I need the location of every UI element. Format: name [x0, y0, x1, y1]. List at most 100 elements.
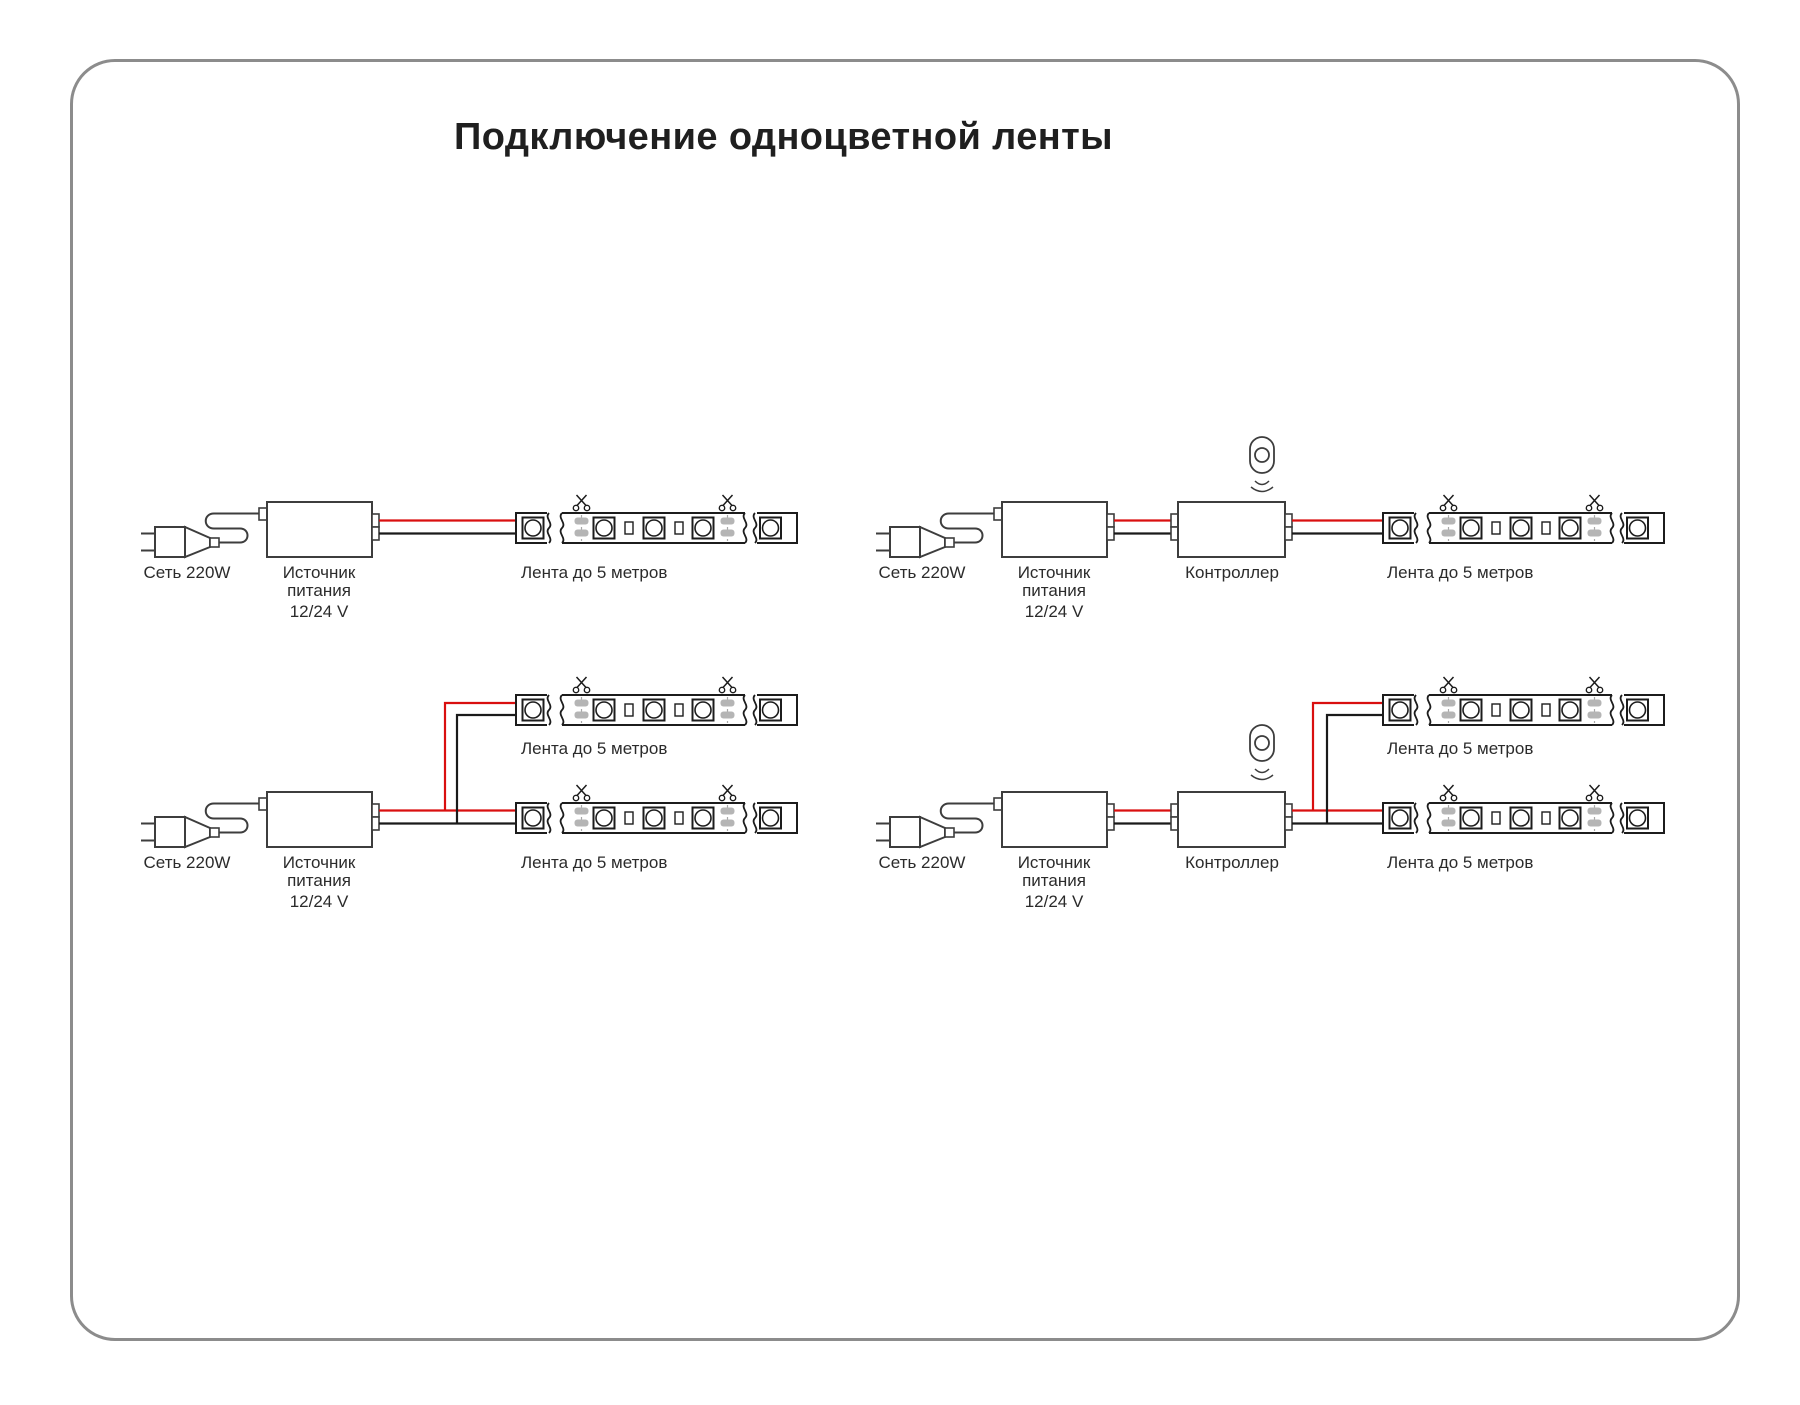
scissors-icon — [572, 784, 591, 802]
solder-pad — [574, 699, 589, 707]
solder-pad — [1441, 699, 1456, 707]
psu-label: Источник — [282, 563, 356, 582]
psu-input-terminal — [258, 797, 268, 811]
led-strip — [1382, 784, 1665, 834]
solder-pad — [1587, 819, 1602, 827]
resistor-chip — [1541, 703, 1551, 717]
psu-box — [993, 791, 1115, 848]
page-frame — [70, 59, 1740, 1341]
solder-pad — [1587, 807, 1602, 815]
voltage-label: 12/24 V — [289, 602, 349, 621]
scissors-icon — [718, 676, 737, 694]
controller-output-terminal — [1284, 816, 1293, 831]
solder-pad — [720, 699, 735, 707]
psu-output-terminal — [1106, 513, 1115, 528]
scissors-icon — [572, 494, 591, 512]
scissors-icon — [1439, 494, 1458, 512]
psu-output-terminal — [371, 803, 380, 818]
psu-label: питания — [1022, 581, 1086, 600]
led-strip — [515, 784, 798, 834]
resistor-chip — [674, 703, 684, 717]
psu-label: питания — [287, 871, 351, 890]
psu-output-terminal — [1106, 816, 1115, 831]
resistor-chip — [1491, 521, 1501, 535]
psu-label: Источник — [1017, 563, 1091, 582]
scissors-icon — [1439, 676, 1458, 694]
strip-label: Лента до 5 метров — [1387, 853, 1534, 872]
solder-pad — [1587, 711, 1602, 719]
solder-pad — [1587, 529, 1602, 537]
solder-pad — [574, 711, 589, 719]
solder-pad — [574, 529, 589, 537]
psu-input-terminal — [993, 797, 1003, 811]
solder-pad — [1441, 819, 1456, 827]
psu-box — [258, 501, 380, 558]
resistor-chip — [1491, 703, 1501, 717]
solder-pad — [1587, 517, 1602, 525]
strip-label: Лента до 5 метров — [521, 563, 668, 582]
controller-output-terminal — [1284, 526, 1293, 541]
power-cable — [939, 512, 994, 544]
controller-input-terminal — [1170, 816, 1179, 831]
resistor-chip — [624, 811, 634, 825]
scissors-icon — [572, 676, 591, 694]
led-strip — [1382, 494, 1665, 544]
net-label: Сеть 220W — [878, 853, 966, 872]
resistor-chip — [1541, 811, 1551, 825]
wire-black — [1325, 713, 1385, 824]
led-strip — [1382, 676, 1665, 726]
solder-pad — [1441, 711, 1456, 719]
psu-box — [993, 501, 1115, 558]
remote-icon — [1249, 724, 1275, 762]
power-plug — [141, 525, 220, 559]
controller-label: Контроллер — [1185, 563, 1279, 582]
diagram-two-strips-direct — [141, 676, 798, 849]
scissors-icon — [1585, 494, 1604, 512]
controller-box — [1170, 501, 1293, 558]
scissors-icon — [718, 784, 737, 802]
solder-pad — [720, 819, 735, 827]
psu-box — [258, 791, 380, 848]
power-plug — [876, 525, 955, 559]
resistor-chip — [1491, 811, 1501, 825]
signal-waves-icon — [1250, 768, 1274, 781]
psu-output-terminal — [1106, 803, 1115, 818]
signal-waves-icon — [1250, 480, 1274, 493]
solder-pad — [1441, 517, 1456, 525]
resistor-chip — [1541, 521, 1551, 535]
remote-icon — [1249, 436, 1275, 474]
resistor-chip — [674, 811, 684, 825]
led-strip — [515, 494, 798, 544]
net-label: Сеть 220W — [878, 563, 966, 582]
scissors-icon — [1439, 784, 1458, 802]
psu-label: питания — [287, 581, 351, 600]
strip-label: Лента до 5 метров — [1387, 563, 1534, 582]
net-label: Сеть 220W — [143, 853, 231, 872]
psu-output-terminal — [1106, 526, 1115, 541]
strip-label: Лента до 5 метров — [521, 739, 668, 758]
scissors-icon — [1585, 676, 1604, 694]
strip-label: Лента до 5 метров — [521, 853, 668, 872]
voltage-label: 12/24 V — [1024, 602, 1084, 621]
diagram-two-strips-with-controller — [876, 676, 1665, 849]
solder-pad — [720, 529, 735, 537]
psu-input-terminal — [993, 507, 1003, 521]
psu-output-terminal — [371, 816, 380, 831]
psu-label: Источник — [1017, 853, 1091, 872]
power-cable — [204, 802, 259, 834]
controller-input-terminal — [1170, 526, 1179, 541]
resistor-chip — [674, 521, 684, 535]
controller-input-terminal — [1170, 803, 1179, 818]
psu-output-terminal — [371, 513, 380, 528]
solder-pad — [1441, 807, 1456, 815]
power-cable — [939, 802, 994, 834]
power-plug — [141, 815, 220, 849]
diagram-strip-direct — [141, 494, 798, 559]
solder-pad — [1441, 529, 1456, 537]
solder-pad — [574, 819, 589, 827]
psu-label: питания — [1022, 871, 1086, 890]
voltage-label: 12/24 V — [1024, 892, 1084, 911]
page-title: Подключение одноцветной ленты — [454, 116, 1113, 158]
